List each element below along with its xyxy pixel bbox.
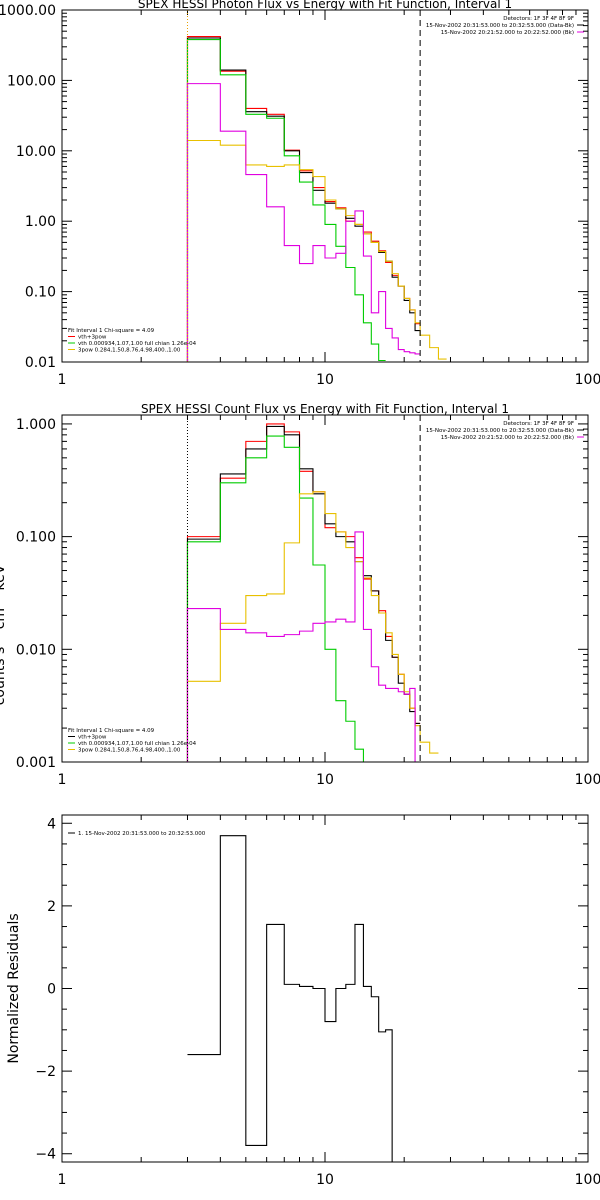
y-tick-label: 0.10 (25, 285, 56, 301)
chart-title: SPEX HESSI Photon Flux vs Energy with Fi… (138, 0, 512, 11)
y-tick-label: 1.00 (25, 214, 56, 230)
plot-area (186, 35, 447, 362)
series-line (186, 39, 386, 362)
chart-title: SPEX HESSI Count Flux vs Energy with Fit… (141, 402, 509, 416)
y-axis-label: counts s⁻¹ cm⁻² keV⁻¹ (0, 552, 8, 706)
header-text: 15-Nov-2002 20:31:53.000 to 20:32:53.000… (426, 23, 574, 29)
y-tick-label: 4 (47, 816, 56, 832)
legend-label: vth 0.000934,1.07,1.00 full chian 1.26e-… (78, 341, 197, 347)
series-line (186, 425, 421, 762)
series-line (186, 83, 421, 362)
series-line (186, 423, 421, 762)
chart-1: SPEX HESSI Photon Flux vs Energy with Fi… (0, 0, 600, 388)
x-tick-label: 10 (316, 772, 334, 788)
plot-area (186, 423, 439, 762)
y-tick-label: 1000.00 (0, 3, 56, 19)
legend-label: vth+3pow (78, 735, 107, 741)
legend-label: 3pow 0.284,1.50,8.76,4.98,400.,1.00 (78, 748, 181, 754)
chart-3: 1 10 100 4 2 0 −2 −4 Normalized Residuals 1. 15-N… (6, 814, 600, 1188)
axes-frame (61, 414, 589, 763)
legend-label: 1. 15-Nov-2002 20:31:53.000 to 20:32:53.… (78, 831, 206, 837)
y-tick-label: 0 (47, 982, 56, 998)
series-line (186, 435, 372, 762)
y-tick-label: 0.100 (16, 530, 56, 546)
x-tick-label: 10 (316, 1172, 334, 1188)
x-tick-label: 100 (575, 372, 600, 388)
y-tick-label: 0.001 (16, 755, 56, 771)
header-text: Detectors: 1F 3F 4F 8F 9F (503, 421, 574, 427)
axes-frame (61, 814, 589, 1163)
x-tick-label: 100 (575, 772, 600, 788)
header-text: 15-Nov-2002 20:21:52.000 to 20:22:52.000… (441, 30, 574, 36)
series-line (186, 531, 421, 762)
axes-frame (61, 9, 589, 363)
series-line (186, 139, 447, 362)
x-tick-label: 1 (58, 1172, 67, 1188)
y-tick-label: 0.010 (16, 642, 56, 658)
chart-2: SPEX HESSI Count Flux vs Energy with Fit… (0, 402, 600, 788)
y-tick-label: 0.01 (25, 355, 56, 371)
header-text: 15-Nov-2002 20:21:52.000 to 20:22:52.000… (441, 435, 574, 441)
y-tick-label: 100.00 (7, 73, 56, 89)
legend-label: Fit Interval 1 Chi-square = 4.09 (68, 728, 155, 734)
x-tick-label: 1 (58, 372, 67, 388)
x-tick-label: 10 (316, 372, 334, 388)
y-tick-label: −4 (35, 1147, 56, 1163)
legend-label: Fit Interval 1 Chi-square = 4.09 (68, 328, 155, 334)
header-text: Detectors: 1F 3F 4F 8F 9F (503, 16, 574, 22)
y-tick-label: 10.00 (16, 144, 56, 160)
y-tick-label: 2 (47, 899, 56, 915)
series-line (187, 835, 421, 1162)
y-tick-label: 1.000 (16, 417, 56, 433)
x-tick-label: 100 (575, 1172, 600, 1188)
header-text: 15-Nov-2002 20:31:53.000 to 20:32:53.000… (426, 428, 574, 434)
y-tick-label: −2 (35, 1064, 56, 1080)
legend-label: 3pow 0.284,1.50,8.76,4.98,400.,1.00 (78, 348, 181, 354)
legend-label: vth 0.000934,1.07,1.00 full chian 1.26e-… (78, 741, 197, 747)
x-tick-label: 1 (58, 772, 67, 788)
legend-label: vth+3pow (78, 335, 107, 341)
y-axis-label: Normalized Residuals (6, 913, 22, 1063)
plot-area (187, 835, 421, 1162)
